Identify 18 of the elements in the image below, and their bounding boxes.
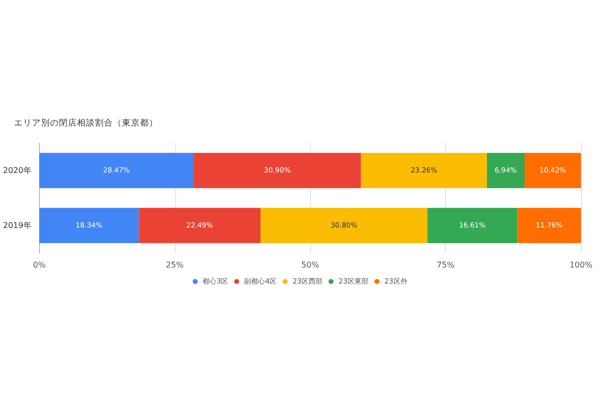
bar (360, 152, 487, 188)
y-tick-label: 2019年 (3, 221, 32, 230)
bar (427, 208, 518, 244)
bar (260, 208, 428, 244)
x-tick-label: 0% (33, 260, 46, 270)
bar (194, 152, 361, 188)
bar (524, 152, 581, 188)
x-tick-label: 50% (301, 260, 320, 270)
bar (39, 152, 194, 188)
bar (138, 208, 261, 244)
bar (486, 152, 525, 188)
x-tick-label: 100% (570, 260, 593, 270)
bar (39, 208, 139, 244)
x-tick-label: 75% (436, 260, 455, 270)
x-tick-label: 25% (166, 260, 184, 270)
y-tick-label: 2020年 (3, 166, 32, 175)
bar (517, 208, 581, 244)
chart-title: エリア別の閉店相談割合（東京都） (14, 118, 158, 128)
